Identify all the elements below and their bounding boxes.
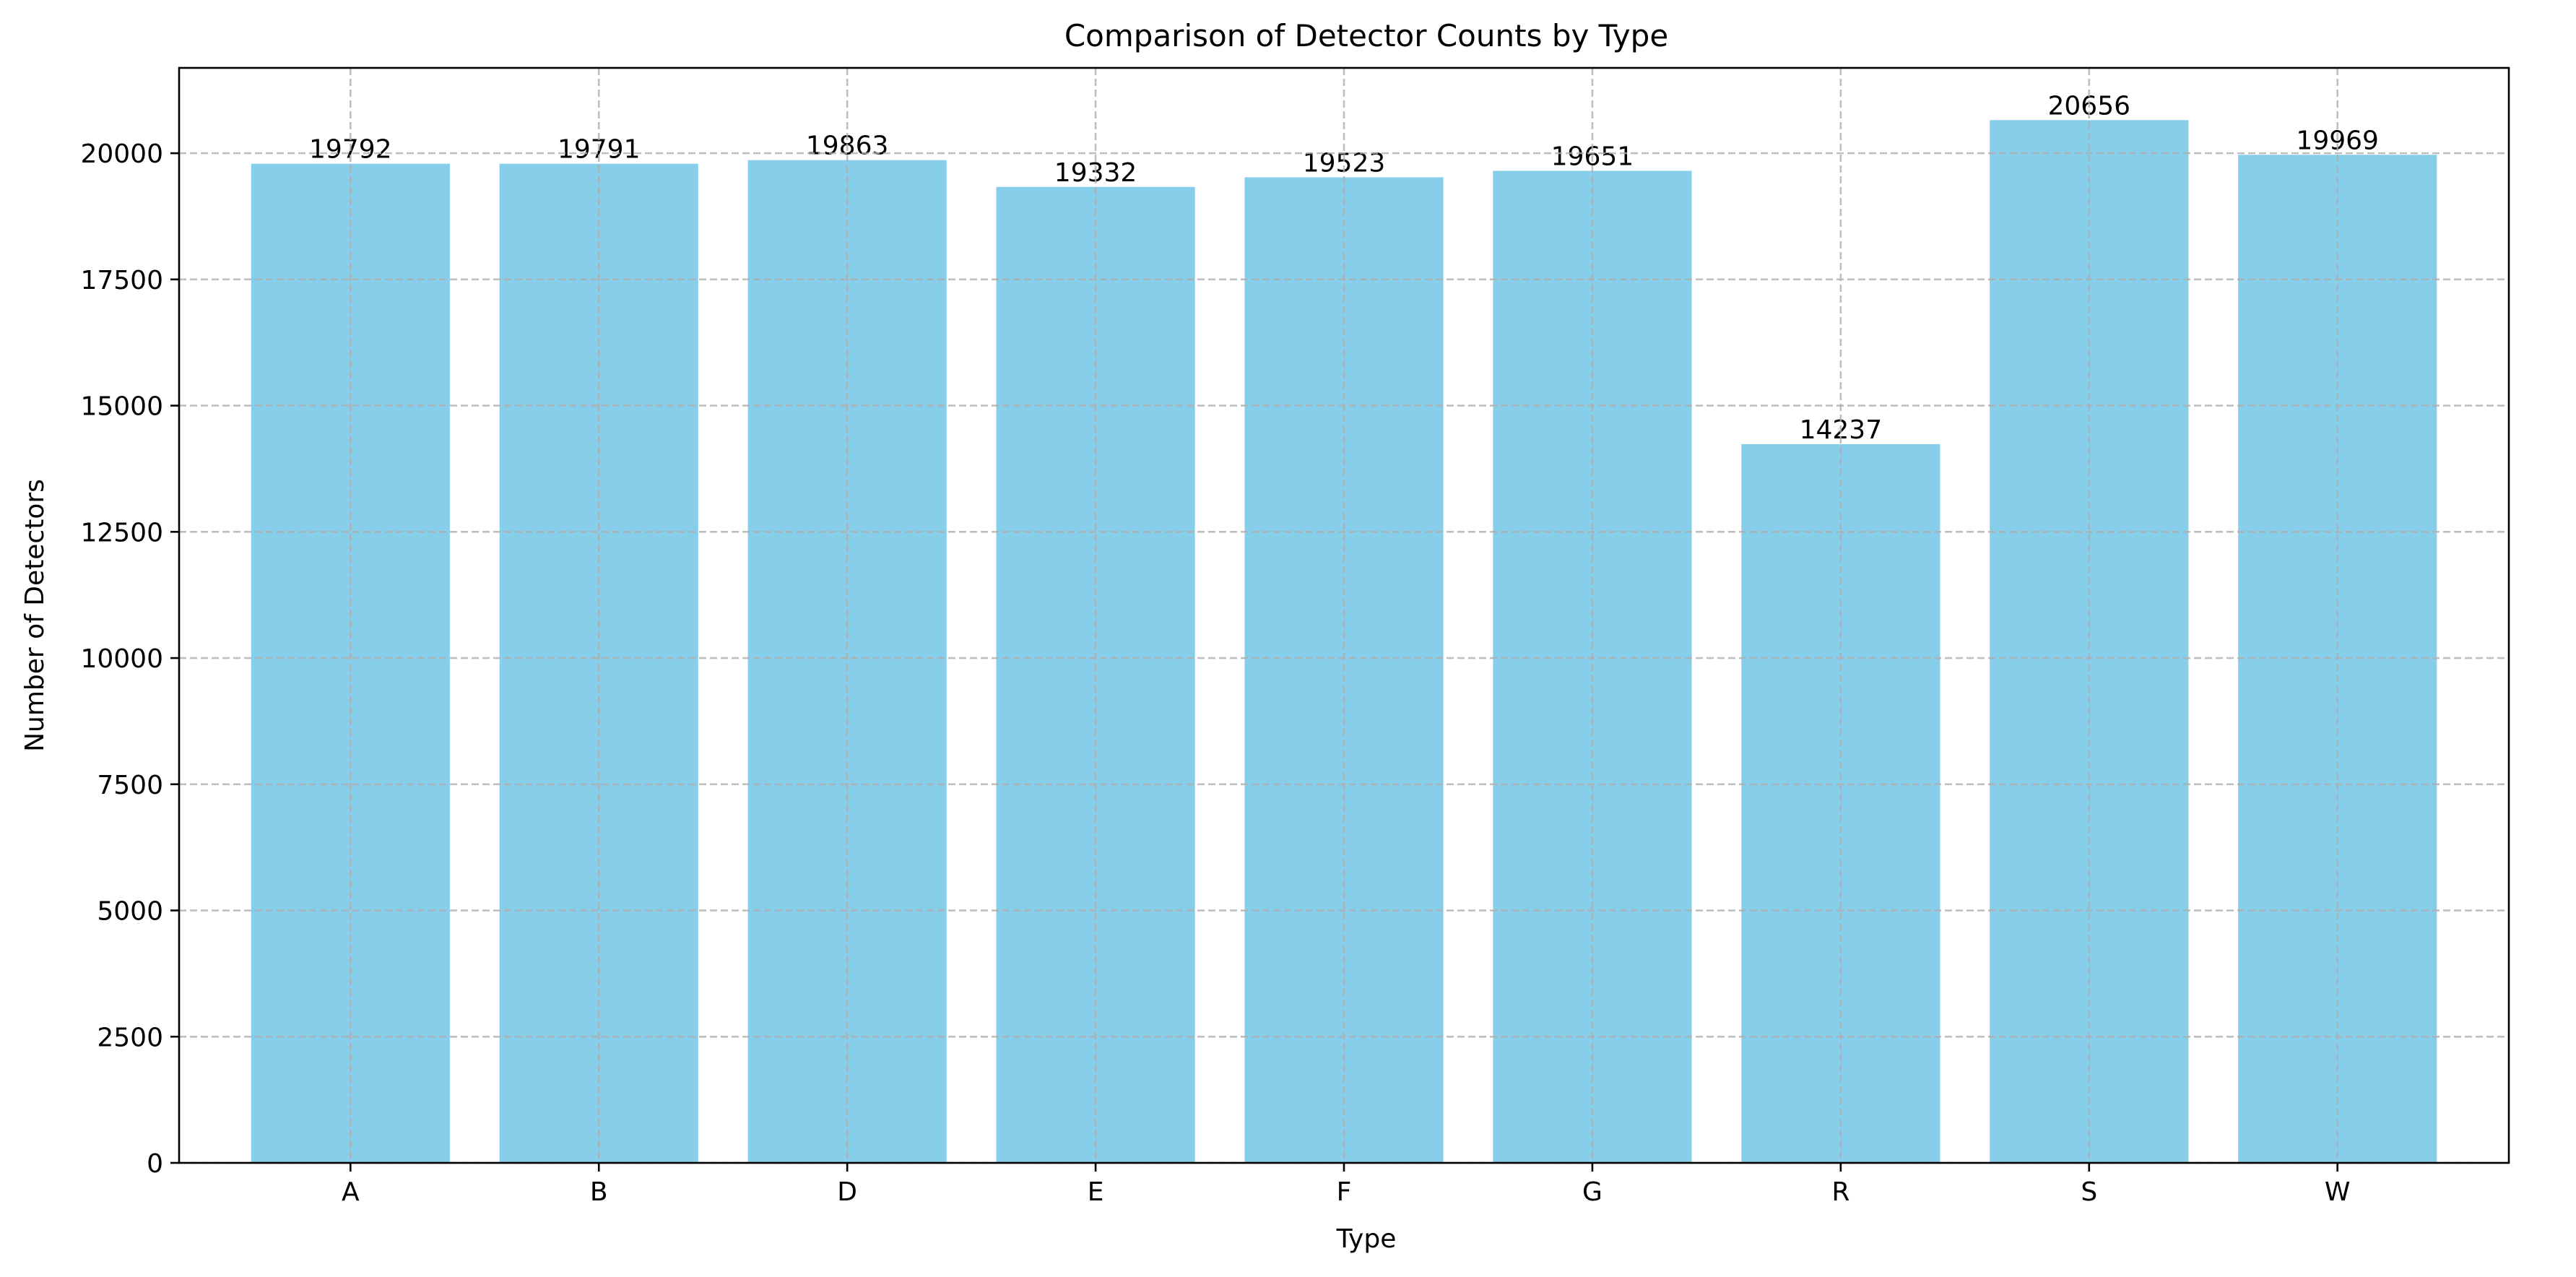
x-tick-label: F — [1337, 1177, 1352, 1207]
y-tick-label: 5000 — [97, 897, 163, 927]
x-tick-label: W — [2325, 1177, 2351, 1207]
x-tick-label: B — [590, 1177, 608, 1207]
y-tick-label: 20000 — [80, 139, 163, 169]
chart-title: Comparison of Detector Counts by Type — [1064, 18, 1668, 53]
x-tick-label: E — [1088, 1177, 1104, 1207]
x-axis-label: Type — [1336, 1224, 1397, 1254]
y-tick-label: 15000 — [80, 392, 163, 422]
y-tick-label: 12500 — [80, 518, 163, 547]
y-tick-label: 0 — [147, 1149, 163, 1179]
x-tick-label: D — [837, 1177, 857, 1207]
y-tick-label: 7500 — [97, 771, 163, 800]
y-tick-label: 10000 — [80, 644, 163, 674]
y-tick-layer: 0 2500 5000 7500 10000 12500 15000 17500 20000 — [80, 139, 179, 1179]
x-tick-label: G — [1582, 1177, 1603, 1207]
y-tick-label: 17500 — [80, 266, 163, 295]
x-tick-label: S — [2081, 1177, 2097, 1207]
x-tick-label: R — [1831, 1177, 1849, 1207]
y-tick-label: 2500 — [97, 1023, 163, 1052]
bar-value-label: 19969 — [2296, 126, 2379, 155]
y-axis-label: Number of Detectors — [20, 479, 50, 752]
x-tick-label: A — [342, 1177, 360, 1207]
